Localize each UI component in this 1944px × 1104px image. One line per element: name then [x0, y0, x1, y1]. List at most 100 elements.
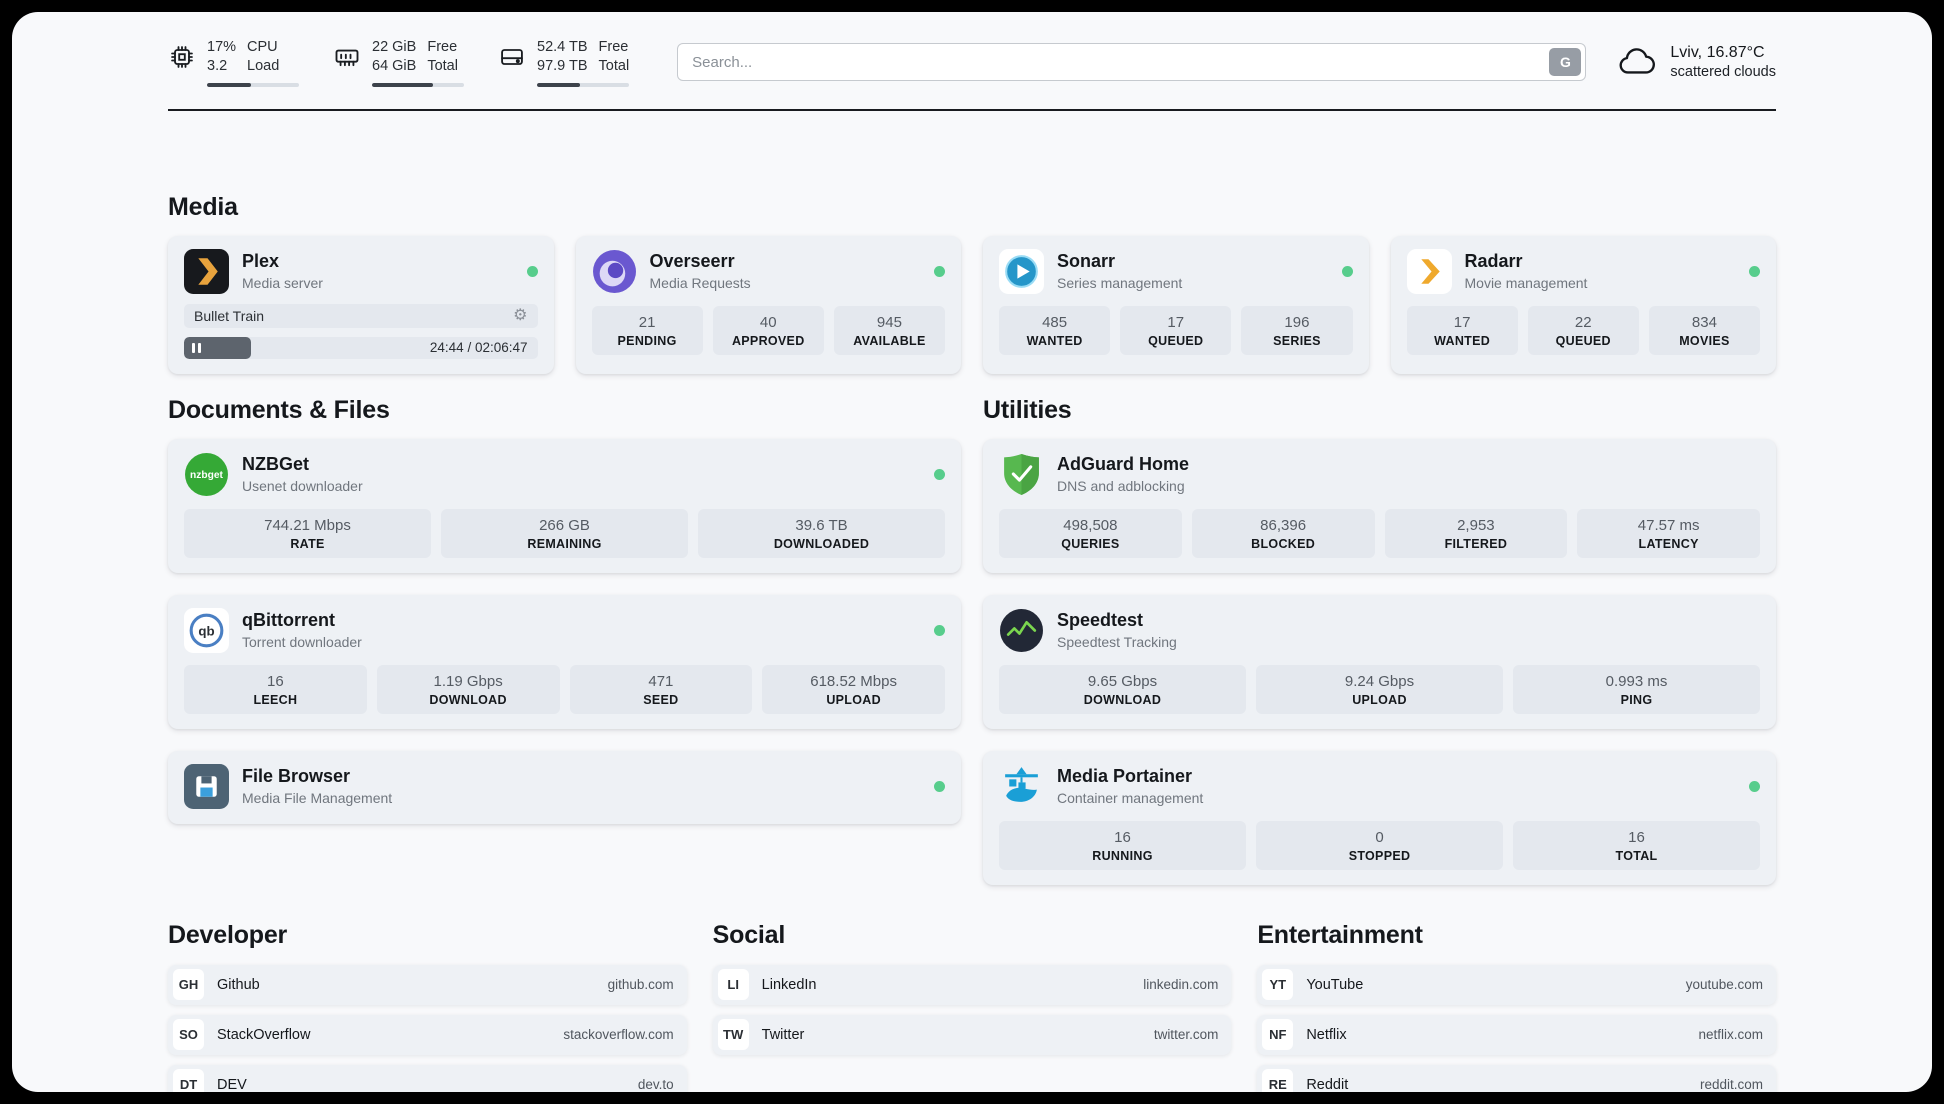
pause-icon [192, 342, 201, 353]
stats-row: 16 LEECH 1.19 Gbps DOWNLOAD 471 SEED [184, 664, 945, 714]
bookmark-dev[interactable]: DT DEV dev.to [168, 1064, 687, 1092]
app-card-adguard[interactable]: AdGuard Home DNS and adblocking 498,508 … [983, 438, 1776, 573]
dashboard-panel: 17% 3.2 CPU Load [12, 12, 1932, 1092]
playback-progress-fill [184, 336, 252, 359]
twitter-icon: TW [717, 1019, 749, 1051]
overseerr-icon [592, 249, 637, 294]
disk-progress-bar [537, 82, 629, 87]
bookmark-linkedin[interactable]: LI LinkedIn linkedin.com [712, 964, 1232, 1005]
stat-remaining: 266 GB REMAINING [441, 508, 688, 558]
stats-row: 498,508 QUERIES 86,396 BLOCKED 2,953 FIL… [999, 508, 1760, 558]
app-card-qbittorrent[interactable]: qb qBittorrent Torrent downloader [168, 594, 961, 729]
app-card-portainer[interactable]: Media Portainer Container management 16 … [983, 750, 1776, 885]
youtube-icon: YT [1262, 969, 1294, 1001]
app-description: Media Requests [649, 275, 751, 292]
app-name: File Browser [242, 766, 351, 787]
bookmark-github[interactable]: GH Github github.com [168, 964, 687, 1005]
app-name: AdGuard Home [1057, 454, 1190, 475]
bookmark-stackoverflow[interactable]: SO StackOverflow stackoverflow.com [168, 1014, 687, 1055]
stats-row: 17 WANTED 22 QUEUED 834 MOVIES [1406, 305, 1761, 355]
stat-download: 1.19 Gbps DOWNLOAD [376, 664, 560, 714]
section-title-documents: Documents & Files [168, 395, 390, 424]
bookmark-reddit[interactable]: RE Reddit reddit.com [1257, 1064, 1776, 1092]
ram-total: 64 GiB [372, 57, 417, 74]
app-name: Sonarr [1057, 251, 1116, 272]
app-description: Series management [1057, 275, 1183, 292]
section-title-media: Media [168, 192, 238, 221]
status-dot-online [526, 265, 538, 277]
stat-available: 945 AVAILABLE [833, 305, 946, 355]
ram-progress-fill [372, 82, 433, 87]
stat-upload: 9.24 Gbps UPLOAD [1256, 664, 1503, 714]
gear-icon[interactable]: ⚙ [513, 306, 528, 324]
dashboard-content: 17% 3.2 CPU Load [12, 12, 1932, 1092]
app-description: Speedtest Tracking [1057, 634, 1177, 651]
cpu-usage-widget: 17% 3.2 CPU Load [168, 38, 299, 87]
bookmark-youtube[interactable]: YT YouTube youtube.com [1257, 964, 1776, 1005]
disk-values: 52.4 TB 97.9 TB [537, 38, 588, 76]
hard-drive-icon [498, 43, 526, 71]
status-dot-online [934, 780, 945, 792]
disk-free: 52.4 TB [537, 39, 588, 55]
now-playing-title: Bullet Train [194, 307, 265, 324]
ram-usage-widget: 22 GiB 64 GiB Free Total [333, 38, 464, 87]
cpu-load-avg: 3.2 [207, 57, 228, 74]
bookmark-netflix[interactable]: NF Netflix netflix.com [1257, 1014, 1776, 1055]
disk-total: 97.9 TB [537, 57, 588, 74]
bookmark-group-developer: Developer GH Github github.com SO StackO… [168, 921, 687, 1092]
stat-leech: 16 LEECH [184, 664, 367, 714]
bookmark-twitter[interactable]: TW Twitter twitter.com [712, 1014, 1232, 1055]
cpu-progress-bar [207, 82, 299, 87]
linkedin-icon: LI [717, 969, 749, 1001]
cpu-icon [168, 43, 196, 71]
utilities-column: Utilities [983, 396, 1776, 885]
stat-blocked: 86,396 BLOCKED [1191, 508, 1375, 558]
reddit-icon: RE [1262, 1069, 1294, 1092]
search-input[interactable] [677, 43, 1587, 82]
portainer-icon [999, 764, 1044, 809]
app-name: NZBGet [242, 454, 309, 475]
stat-queued: 17 QUEUED [1120, 305, 1232, 355]
stat-download: 9.65 Gbps DOWNLOAD [999, 664, 1246, 714]
plex-icon [184, 248, 229, 294]
stat-filtered: 2,953 FILTERED [1384, 508, 1568, 558]
app-name: Media Portainer [1057, 766, 1193, 787]
dev-icon: DT [173, 1069, 204, 1092]
stat-wanted: 17 WANTED [1406, 305, 1518, 355]
status-dot-online [1341, 265, 1353, 277]
stat-upload: 618.52 Mbps UPLOAD [762, 664, 945, 714]
app-card-plex[interactable]: Plex Media server Bullet Train ⚙ 24:44 /… [168, 235, 554, 374]
search-bar: G [677, 43, 1587, 82]
svg-text:qb: qb [198, 623, 214, 638]
app-card-overseerr[interactable]: Overseerr Media Requests 21 PENDING 40 A… [575, 235, 961, 374]
section-title-utilities: Utilities [983, 395, 1072, 424]
weather-location: Lviv, 16.87°C [1670, 44, 1765, 62]
ram-progress-bar [372, 82, 464, 87]
app-description: Movie management [1464, 275, 1588, 292]
stats-row: 16 RUNNING 0 STOPPED 16 TOTAL [999, 820, 1760, 870]
app-card-nzbget[interactable]: nzbget NZBGet Usenet downloader 74 [168, 438, 961, 573]
cloud-icon [1616, 45, 1658, 79]
app-card-filebrowser[interactable]: File Browser Media File Management [168, 750, 961, 824]
disk-usage-widget: 52.4 TB 97.9 TB Free Total [498, 38, 629, 87]
stats-row: 9.65 Gbps DOWNLOAD 9.24 Gbps UPLOAD 0.99… [999, 664, 1760, 714]
app-description: DNS and adblocking [1057, 478, 1185, 495]
radarr-icon [1406, 248, 1452, 294]
status-dot-online [934, 468, 945, 480]
app-card-sonarr[interactable]: Sonarr Series management 485 WANTED 17 Q… [983, 235, 1369, 374]
weather-text: Lviv, 16.87°C scattered clouds [1670, 44, 1776, 80]
stackoverflow-icon: SO [173, 1019, 204, 1051]
weather-widget: Lviv, 16.87°C scattered clouds [1616, 44, 1776, 80]
app-card-radarr[interactable]: Radarr Movie management 17 WANTED 22 QUE… [1390, 235, 1776, 374]
stat-ping: 0.993 ms PING [1513, 664, 1760, 714]
search-engine-button[interactable]: G [1549, 48, 1582, 77]
cpu-values: 17% 3.2 [207, 38, 236, 76]
bookmark-group-social: Social LI LinkedIn linkedin.com TW Twitt… [712, 921, 1232, 1092]
stat-queries: 498,508 QUERIES [999, 508, 1182, 558]
playback-time: 24:44 / 02:06:47 [429, 340, 528, 356]
ram-values: 22 GiB 64 GiB [372, 38, 416, 76]
app-card-speedtest[interactable]: Speedtest Speedtest Tracking 9.65 Gbps D… [983, 594, 1776, 729]
now-playing-box: Bullet Train ⚙ [184, 303, 538, 328]
app-name: Speedtest [1057, 610, 1144, 631]
sonarr-icon [999, 248, 1044, 294]
